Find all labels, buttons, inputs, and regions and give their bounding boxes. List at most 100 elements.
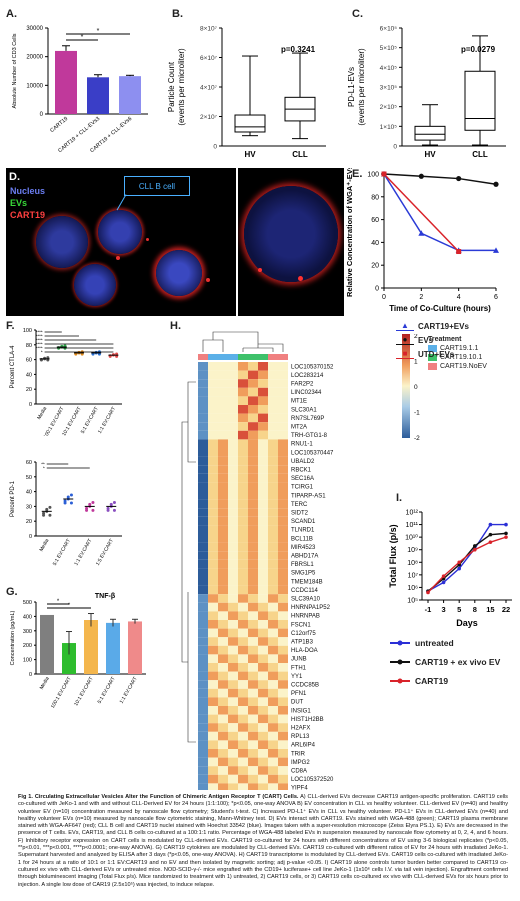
heatmap-cell — [198, 422, 208, 431]
heatmap-cell — [218, 766, 228, 775]
gene-label: BCL11B — [291, 536, 313, 542]
heatmap-cell — [268, 757, 278, 767]
heatmap-cell — [228, 413, 238, 423]
category-label: Media — [38, 538, 50, 553]
gene-label: FSCN1 — [291, 622, 311, 628]
gene-label: SCAND1 — [291, 519, 316, 525]
data-point — [456, 249, 462, 255]
panel-e-series-legend: ▲ CART19+EVs ● EVs ■ UTD+EVs — [396, 322, 469, 364]
heatmap-cell — [248, 542, 258, 552]
heatmap-cell — [248, 525, 258, 534]
data-point — [45, 507, 49, 511]
heatmap-cell — [268, 680, 278, 689]
heatmap-cell — [238, 516, 248, 526]
panel-b-label: B. — [172, 8, 183, 20]
microscopy-image-right — [238, 168, 344, 316]
heatmap-cell — [268, 766, 278, 775]
heatmap-cell — [278, 525, 288, 534]
heatmap-cell — [268, 413, 278, 423]
heatmap-cell — [218, 370, 228, 380]
heatmap-cell — [228, 508, 238, 517]
y-tick-label: 5×10⁵ — [380, 45, 398, 52]
heatmap-cell — [268, 456, 278, 466]
heatmap-cell — [228, 645, 238, 655]
heatmap-cell — [238, 499, 248, 509]
heatmap-cell — [258, 551, 268, 560]
y-tick-label: 20 — [371, 263, 379, 270]
heatmap-cell — [208, 783, 218, 790]
heatmap-cell — [248, 577, 258, 586]
heatmap-cell — [278, 482, 288, 491]
heatmap-cell — [278, 637, 288, 646]
heatmap-cell — [258, 783, 268, 790]
heatmap-cell — [238, 430, 248, 440]
heatmap-cell — [278, 585, 288, 595]
treatment-swatch — [428, 354, 437, 361]
heatmap-cell — [278, 499, 288, 509]
heatmap-cell — [278, 422, 288, 431]
heatmap-cell — [238, 663, 248, 672]
heatmap-cell — [248, 439, 258, 448]
heatmap-cell — [228, 362, 238, 371]
heatmap-cell — [248, 430, 258, 440]
data-point — [109, 502, 113, 506]
sig-star: **** — [36, 346, 43, 351]
heatmap-cell — [248, 362, 258, 371]
heatmap-cell — [238, 551, 248, 560]
heatmap-cell — [268, 422, 278, 431]
treatment-annotation — [228, 354, 238, 360]
heatmap-cell — [248, 740, 258, 749]
category-label: Media — [36, 406, 48, 421]
heatmap-cell — [278, 559, 288, 569]
heatmap-cell — [228, 637, 238, 646]
y-axis-title: Relative Concentration of WGA⁺-EVs — [345, 168, 354, 297]
y-axis-title: Particle Count — [167, 61, 176, 112]
heatmap-cell — [258, 456, 268, 466]
legend-label: CART19 — [415, 676, 449, 686]
gene-label: TERC — [291, 502, 308, 508]
legend-item-untreated: untreated — [390, 638, 500, 648]
y-tick-label: 40 — [26, 490, 32, 496]
heatmap-cell — [208, 448, 218, 457]
heatmap-cell — [228, 680, 238, 689]
heatmap-cell — [248, 654, 258, 663]
sig-star: **** — [36, 338, 43, 343]
heatmap-cell — [258, 714, 268, 724]
heatmap-cell — [198, 637, 208, 646]
panel-a-chart: 0 10000 20000 30000 Absolute Number of CD3 C… — [12, 26, 148, 154]
heatmap-cell — [228, 396, 238, 405]
data-point — [69, 493, 73, 497]
heatmap-cell — [258, 559, 268, 569]
data-point — [488, 532, 493, 537]
gene-label: HLA-DOA — [291, 648, 318, 654]
heatmap-cell — [208, 766, 218, 775]
gene-label: TRH-GTG1-8 — [291, 433, 328, 439]
gene-label: ATP1B3 — [291, 640, 314, 646]
gene-label: UBALD2 — [291, 459, 315, 465]
panel-e-label: E. — [352, 168, 363, 180]
heatmap-cell — [208, 594, 218, 603]
heatmap-cell — [238, 637, 248, 646]
heatmap-cell — [228, 697, 238, 706]
nucleus-cell — [244, 186, 338, 282]
heatmap-cell — [238, 731, 248, 741]
heatmap-cell — [278, 370, 288, 380]
gene-label: HNRNPAB — [291, 614, 320, 620]
panel-g-chart: TNF-β 0 100 200 300 400 500 Concentration (pg/m… — [10, 593, 146, 708]
category-label: HV — [244, 150, 256, 159]
heatmap-cell — [248, 697, 258, 706]
heatmap-cell — [228, 723, 238, 732]
y-tick-label: 0 — [393, 144, 397, 151]
y-tick-label: 10000 — [26, 83, 43, 89]
heatmap-cell — [238, 749, 248, 758]
heatmap-cell — [218, 740, 228, 749]
y-axis-title: Percent PD-1 — [10, 480, 16, 517]
heatmap-cell — [198, 611, 208, 620]
bar — [106, 622, 120, 674]
legend-label: CART19+EVs — [418, 322, 469, 331]
heatmap-cell — [268, 439, 278, 448]
heatmap-cell — [268, 508, 278, 517]
heatmap-cell — [198, 714, 208, 724]
heatmap-cell — [198, 473, 208, 483]
heatmap-cell — [198, 749, 208, 758]
